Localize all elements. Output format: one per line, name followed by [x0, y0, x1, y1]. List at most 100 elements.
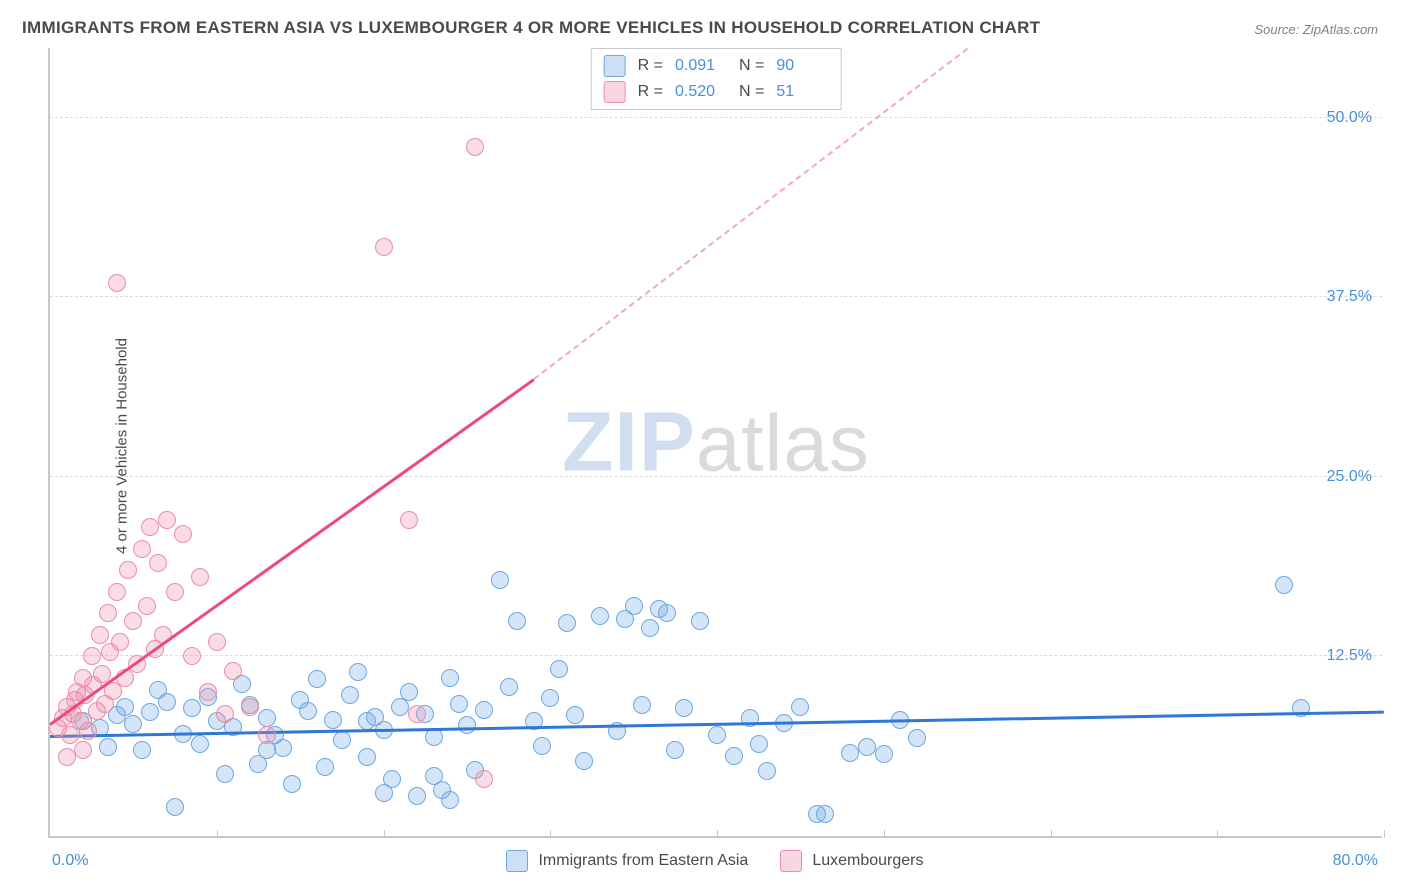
data-point [450, 695, 468, 713]
data-point [358, 712, 376, 730]
data-point [791, 698, 809, 716]
data-point [425, 767, 443, 785]
data-point [875, 745, 893, 763]
data-point [908, 729, 926, 747]
data-point [111, 633, 129, 651]
data-point [1275, 576, 1293, 594]
data-point [191, 568, 209, 586]
data-point [566, 706, 584, 724]
data-point [408, 705, 426, 723]
data-point [158, 693, 176, 711]
series-legend: Immigrants from Eastern Asia Luxembourge… [48, 850, 1382, 872]
data-point [74, 741, 92, 759]
data-point [558, 614, 576, 632]
data-point [458, 716, 476, 734]
data-point [375, 784, 393, 802]
data-point [650, 600, 668, 618]
data-point [441, 791, 459, 809]
data-point [199, 683, 217, 701]
x-tick [884, 830, 885, 838]
gridline [50, 476, 1382, 477]
data-point [475, 770, 493, 788]
data-point [491, 571, 509, 589]
data-point [441, 669, 459, 687]
data-point [124, 715, 142, 733]
data-point [358, 748, 376, 766]
data-point [541, 689, 559, 707]
data-point [141, 703, 159, 721]
data-point [141, 518, 159, 536]
x-tick [384, 830, 385, 838]
data-point [308, 670, 326, 688]
y-tick-label: 37.5% [1327, 288, 1372, 306]
data-point [708, 726, 726, 744]
data-point [633, 696, 651, 714]
data-point [166, 798, 184, 816]
data-point [149, 554, 167, 572]
data-point [333, 731, 351, 749]
scatter-plot-area: ZIPatlas R = 0.091 N = 90 R = 0.520 N = … [48, 48, 1382, 838]
data-point [841, 744, 859, 762]
data-point [575, 752, 593, 770]
data-point [79, 722, 97, 740]
data-point [550, 660, 568, 678]
data-point [675, 699, 693, 717]
data-point [166, 583, 184, 601]
data-point [91, 626, 109, 644]
data-point [475, 701, 493, 719]
data-point [641, 619, 659, 637]
data-point [283, 775, 301, 793]
data-point [758, 762, 776, 780]
trend-line [49, 379, 534, 726]
data-point [858, 738, 876, 756]
x-tick [717, 830, 718, 838]
data-point [400, 511, 418, 529]
data-point [241, 698, 259, 716]
gridline [50, 117, 1382, 118]
swatch-pink [604, 81, 626, 103]
data-point [258, 709, 276, 727]
data-point [108, 583, 126, 601]
data-point [500, 678, 518, 696]
data-point [666, 741, 684, 759]
data-point [408, 787, 426, 805]
swatch-blue [506, 850, 528, 872]
swatch-blue [604, 55, 626, 77]
data-point [224, 662, 242, 680]
data-point [191, 735, 209, 753]
data-point [83, 647, 101, 665]
chart-title: IMMIGRANTS FROM EASTERN ASIA VS LUXEMBOU… [22, 18, 1040, 38]
gridline [50, 296, 1382, 297]
gridline [50, 655, 1382, 656]
data-point [216, 705, 234, 723]
x-tick [550, 830, 551, 838]
correlation-legend: R = 0.091 N = 90 R = 0.520 N = 51 [591, 48, 842, 110]
legend-item-blue: Immigrants from Eastern Asia [506, 850, 748, 872]
x-tick [1217, 830, 1218, 838]
data-point [138, 597, 156, 615]
data-point [158, 511, 176, 529]
data-point [183, 647, 201, 665]
x-tick [1051, 830, 1052, 838]
data-point [375, 238, 393, 256]
legend-row-pink: R = 0.520 N = 51 [604, 79, 829, 105]
data-point [341, 686, 359, 704]
data-point [216, 765, 234, 783]
y-tick-label: 25.0% [1327, 468, 1372, 486]
data-point [133, 540, 151, 558]
data-point [274, 739, 292, 757]
data-point [99, 604, 117, 622]
data-point [58, 748, 76, 766]
data-point [466, 138, 484, 156]
data-point [258, 726, 276, 744]
data-point [725, 747, 743, 765]
legend-item-pink: Luxembourgers [780, 850, 923, 872]
y-tick-label: 12.5% [1327, 647, 1372, 665]
data-point [616, 610, 634, 628]
data-point [133, 741, 151, 759]
data-point [316, 758, 334, 776]
data-point [691, 612, 709, 630]
swatch-pink [780, 850, 802, 872]
data-point [400, 683, 418, 701]
data-point [108, 274, 126, 292]
